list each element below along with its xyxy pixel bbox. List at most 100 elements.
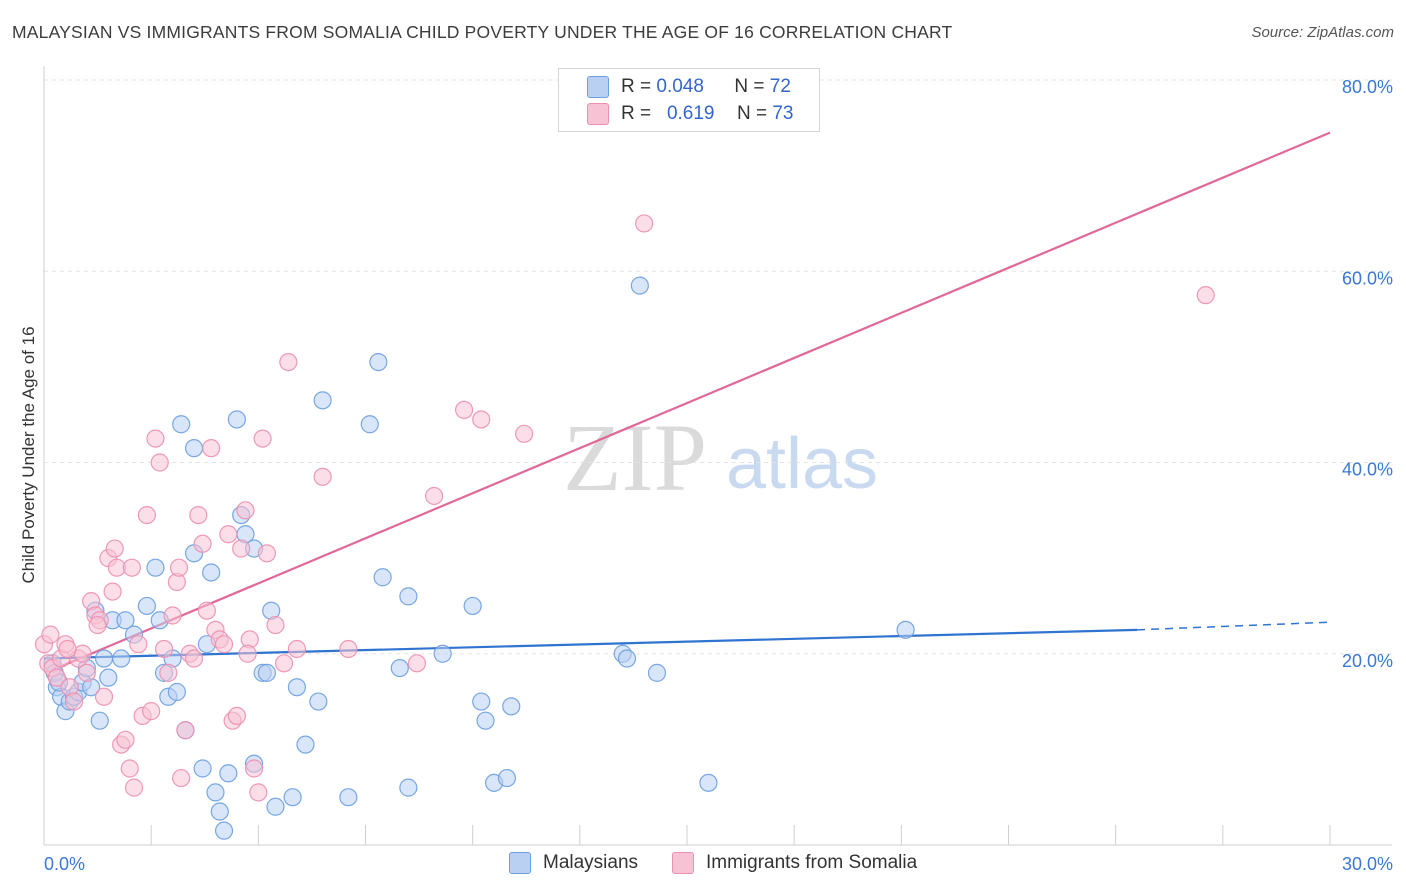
somalia-point: [124, 778, 144, 797]
trend-lines: [43, 131, 1331, 670]
malaysian-point: [373, 568, 392, 587]
bottom-legend-somalia: Immigrants from Somalia: [672, 852, 917, 874]
malaysian-point: [390, 658, 409, 678]
somalia-point: [64, 692, 84, 711]
malaysian-point: [502, 697, 521, 716]
malaysian-point: [313, 391, 332, 410]
somalia-point: [47, 668, 66, 687]
legend-swatch-malaysians: [587, 76, 609, 98]
malaysian-point: [287, 678, 307, 697]
malaysian-trend-line: [43, 628, 1138, 660]
somalia-point: [274, 654, 294, 673]
legend-r-label: R =: [621, 76, 652, 97]
somalia-point: [88, 615, 107, 635]
malaysian-point: [296, 735, 315, 754]
somalia-point: [339, 639, 358, 659]
malaysian-point: [399, 778, 418, 797]
malaysian-point: [206, 783, 225, 802]
somalia-point: [313, 467, 332, 486]
malaysian-point: [463, 596, 482, 616]
somalia-point: [244, 759, 264, 778]
somalia-point: [227, 706, 246, 726]
somalia-point: [94, 687, 114, 706]
axes: 20.0% 40.0% 60.0% 80.0% 0.0% 30.0%: [43, 66, 1393, 874]
legend-r-value: 0.048: [656, 76, 704, 97]
legend-n-value: 73: [772, 103, 794, 124]
malaysian-point: [630, 276, 649, 295]
y-tick-label: 60.0%: [1342, 268, 1393, 288]
somalia-point: [197, 601, 216, 620]
somalia-point: [146, 429, 165, 448]
swatch-somalia: [672, 852, 694, 874]
somalia-point: [236, 501, 255, 520]
somalia-point: [232, 539, 251, 558]
malaysian-point: [227, 410, 246, 429]
bottom-legend: Malaysians Immigrants from Somalia: [0, 852, 1406, 878]
somalia-point: [1196, 286, 1215, 305]
bottom-legend-malaysians: Malaysians: [509, 852, 638, 874]
somalia-point: [219, 525, 238, 544]
somalia-point: [122, 558, 141, 577]
malaysian-trend-extension: [1137, 621, 1331, 631]
somalia-point: [279, 352, 298, 372]
stats-legend: R = 0.048 N = 72 R = 0.619 N = 73: [558, 68, 820, 132]
source-label: Source: ZipAtlas.com: [1251, 24, 1394, 41]
x-tick-label: 0.0%: [44, 854, 85, 874]
y-tick-label: 20.0%: [1342, 651, 1393, 671]
malaysian-point: [647, 663, 667, 682]
malaysian-point: [309, 692, 328, 711]
watermark-zip: ZIP: [563, 404, 707, 511]
malaysian-point: [617, 649, 637, 668]
watermark-atlas: atlas: [726, 424, 878, 504]
somalia-point: [189, 505, 208, 525]
malaysian-point: [257, 663, 277, 682]
legend-row-somalia: R = 0.619 N = 73: [559, 101, 793, 127]
somalia-point: [253, 429, 272, 448]
malaysian-point: [116, 611, 135, 630]
somalia-point: [249, 783, 268, 802]
malaysian-point: [99, 668, 118, 687]
somalia-point: [116, 730, 135, 749]
somalia-point: [41, 625, 60, 644]
malaysian-point: [167, 682, 186, 702]
somalia-point: [202, 439, 221, 458]
malaysian-point: [137, 596, 156, 616]
somalia-trend-line: [56, 131, 1331, 670]
malaysian-point: [339, 788, 358, 807]
somalia-point: [266, 615, 285, 635]
somalia-point: [424, 486, 444, 506]
somalia-point: [172, 768, 191, 788]
y-tick-label: 80.0%: [1342, 77, 1393, 97]
malaysian-point: [94, 649, 114, 668]
malaysian-point: [699, 773, 718, 792]
malaysian-point: [172, 415, 191, 434]
somalia-point: [73, 644, 92, 663]
somalia-point: [120, 759, 139, 778]
somalia-point: [159, 663, 178, 682]
malaysian-point: [266, 797, 285, 816]
somalia-point: [635, 214, 654, 233]
malaysian-point: [214, 821, 234, 840]
x-tick-label: 30.0%: [1342, 854, 1393, 874]
malaysian-point: [202, 563, 221, 582]
malaysian-point: [90, 711, 109, 730]
somalia-point: [142, 702, 161, 721]
somalia-point: [515, 424, 534, 443]
legend-r-label: R =: [621, 103, 652, 124]
somalia-point: [454, 400, 474, 420]
legend-n-value: 72: [769, 76, 791, 97]
malaysian-point: [219, 764, 238, 783]
somalia-point: [184, 649, 204, 668]
somalia-point: [150, 453, 169, 472]
somalia-point: [472, 410, 491, 429]
somalia-point: [58, 639, 77, 659]
malaysian-point: [399, 587, 418, 606]
legend-r-value: 0.619: [666, 103, 715, 124]
y-tick-label: 40.0%: [1342, 460, 1393, 480]
legend-n-label: N =: [736, 103, 768, 124]
malaysian-point: [476, 711, 495, 730]
legend-row-malaysians: R = 0.048 N = 72: [559, 74, 791, 100]
somalia-point: [105, 539, 124, 558]
malaysian-point: [433, 644, 452, 663]
